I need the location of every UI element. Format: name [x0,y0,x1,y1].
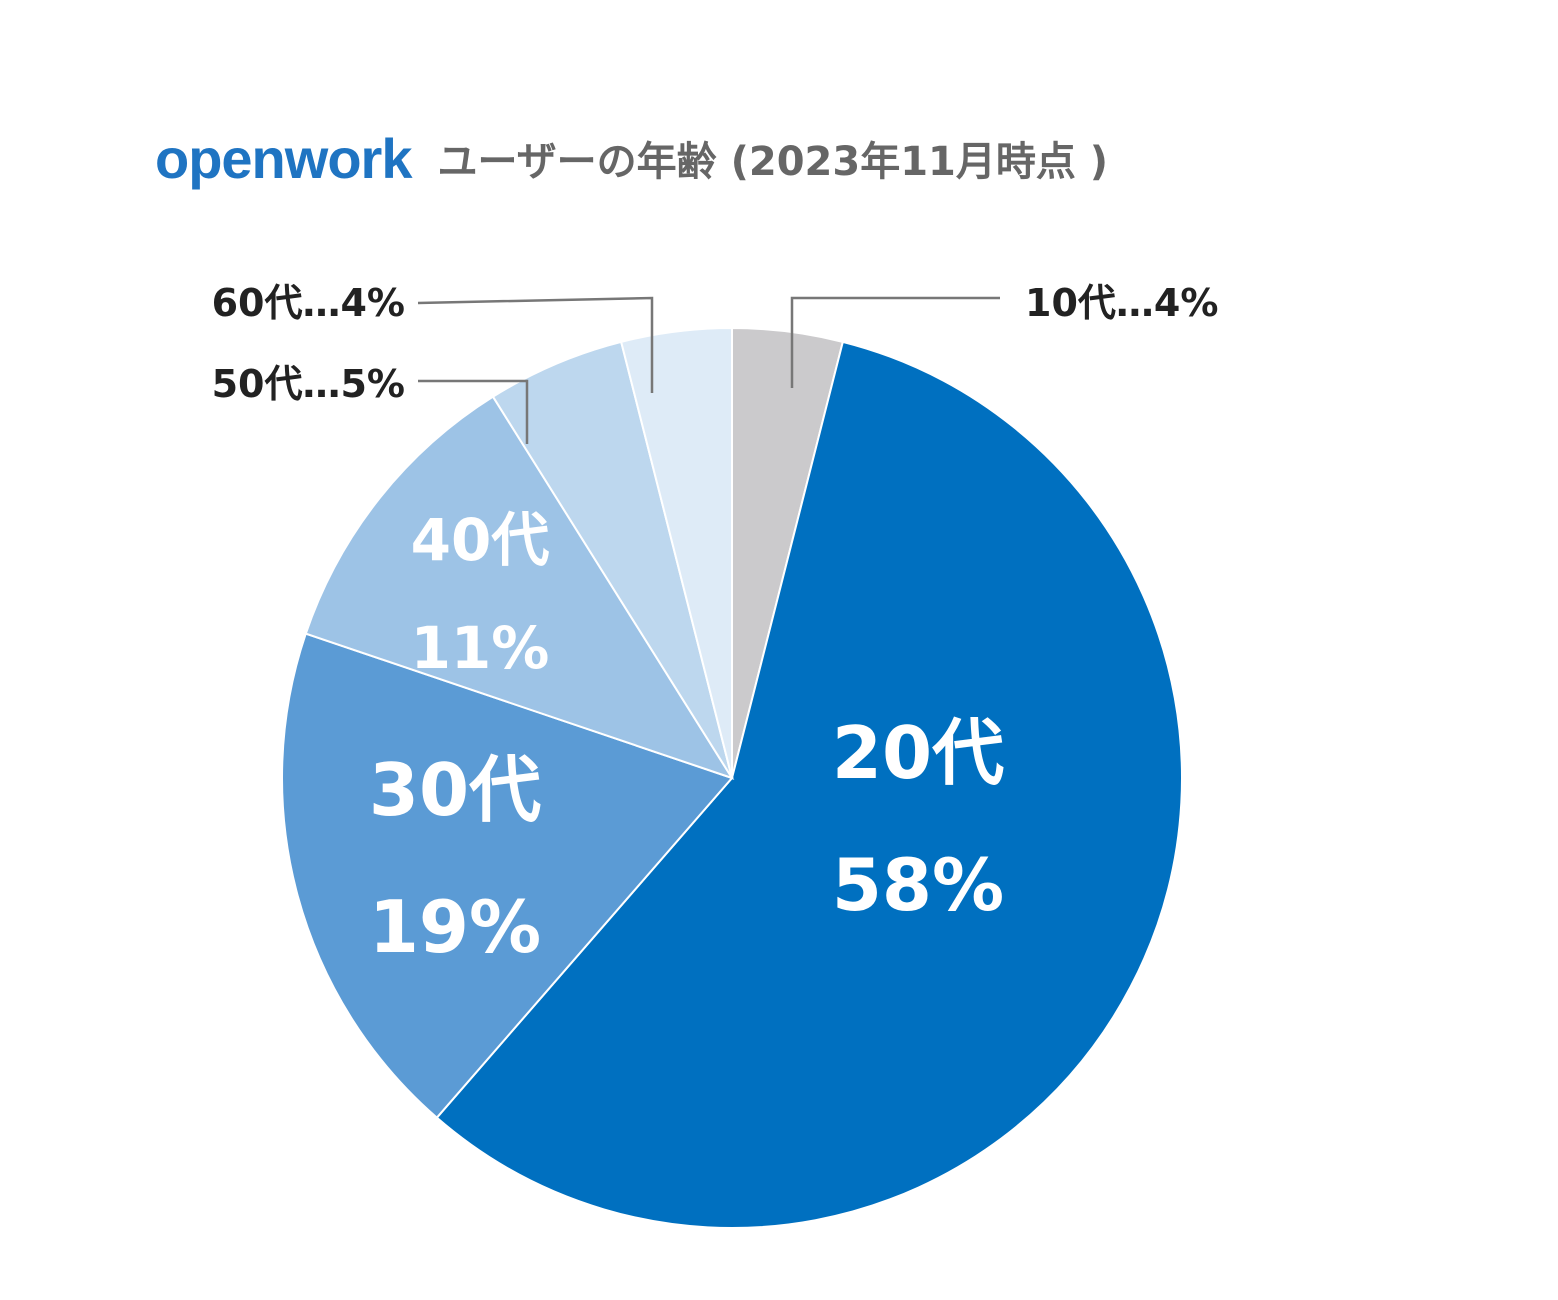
pie-slice-20 [435,340,1183,1229]
slice-label-30-value: 19% [369,885,541,969]
leader-line-50 [418,379,529,444]
pie-slice-30 [281,632,734,1120]
slice-label-10: 10代…4% [1025,281,1218,325]
leader-line-60 [417,296,654,393]
pie-slice-60 [619,326,733,779]
slice-label-60: 60代…4% [212,281,405,325]
leader-lines [417,296,1000,444]
leader-line-10 [790,296,1000,388]
chart-header: openwork ユーザーの年齢 (2023年11月時点 ) [155,118,1108,198]
chart-title: ユーザーの年齢 (2023年11月時点 ) [437,139,1109,185]
slice-label-20-value: 58% [832,843,1004,927]
slice-label-40-category: 40代 [411,506,550,574]
slice-labels: 10代…4% 20代 58% 30代 19% 40代 11% 50代…5% 60代…4% [212,281,1219,969]
slice-label-20-category: 20代 [832,711,1004,795]
slice-label-40-value: 11% [411,614,550,682]
pie-slices [281,326,1183,1229]
pie-slice-40 [304,395,735,780]
slice-label-50: 50代…5% [212,362,405,406]
slice-label-30-category: 30代 [369,748,541,832]
openwork-logo: openwork [155,126,412,190]
